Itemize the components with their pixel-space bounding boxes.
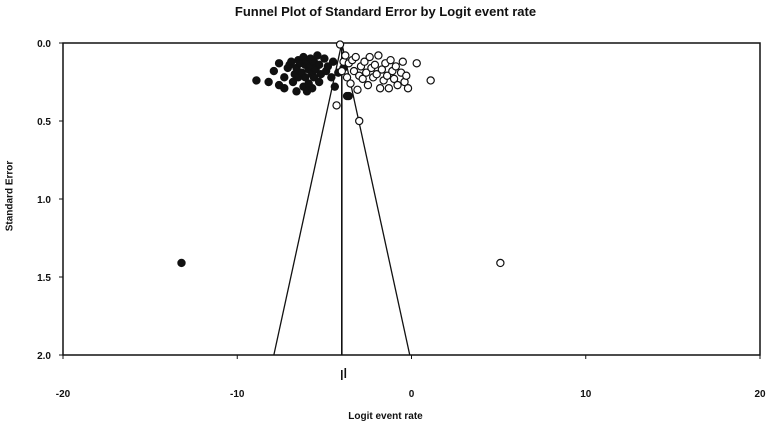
x-tick-label: 10 bbox=[580, 389, 592, 400]
x-tick-label: -10 bbox=[230, 389, 245, 400]
imputed-study-point bbox=[375, 84, 385, 93]
axes: -20 -10 0 10 20 0.0 0.5 1.0 1.5 2.0 bbox=[37, 39, 766, 400]
imputed-study-point bbox=[377, 65, 387, 74]
points bbox=[177, 40, 505, 268]
filled-study-point bbox=[177, 258, 186, 268]
filled-study-point bbox=[307, 84, 317, 93]
filled-study-point bbox=[288, 77, 298, 87]
imputed-study-point bbox=[346, 79, 355, 88]
imputed-study-point bbox=[391, 62, 401, 71]
x-tick-label: 0 bbox=[409, 389, 415, 400]
funnel-right-line bbox=[341, 42, 411, 356]
x-tick-label: -20 bbox=[56, 389, 71, 400]
imputed-study-point bbox=[365, 52, 374, 62]
imputed-study-point bbox=[353, 85, 362, 95]
imputed-study-point bbox=[382, 71, 392, 80]
filled-study-point bbox=[301, 73, 310, 82]
funnel bbox=[273, 42, 411, 380]
filled-study-point bbox=[320, 54, 329, 63]
imputed-study-point bbox=[370, 60, 380, 70]
y-tick-label: 1.0 bbox=[37, 195, 51, 206]
imputed-study-point bbox=[384, 84, 394, 93]
imputed-study-point bbox=[335, 40, 345, 49]
imputed-study-point bbox=[386, 55, 395, 65]
imputed-study-point bbox=[389, 74, 399, 84]
filled-study-point bbox=[327, 73, 336, 82]
filled-study-point bbox=[269, 66, 279, 76]
filled-study-point bbox=[264, 77, 273, 87]
filled-study-point bbox=[323, 62, 333, 71]
imputed-study-point bbox=[349, 66, 359, 76]
filled-study-point bbox=[292, 87, 301, 96]
imputed-study-point bbox=[393, 80, 402, 90]
imputed-study-point bbox=[372, 69, 381, 79]
filled-study-point bbox=[313, 51, 322, 60]
imputed-study-point bbox=[351, 52, 360, 62]
imputed-study-point bbox=[355, 116, 364, 126]
filled-study-point bbox=[287, 57, 296, 66]
x-axis-label: Logit event rate bbox=[348, 411, 423, 422]
filled-study-point bbox=[280, 73, 289, 82]
y-tick-label: 0.0 bbox=[37, 39, 51, 50]
imputed-study-point bbox=[412, 59, 421, 68]
imputed-study-point bbox=[403, 84, 413, 93]
imputed-study-point bbox=[361, 68, 371, 77]
y-tick-label: 2.0 bbox=[37, 351, 51, 362]
y-tick-label: 1.5 bbox=[37, 273, 51, 284]
y-tick-label: 0.5 bbox=[37, 117, 51, 128]
imputed-study-point bbox=[426, 76, 435, 85]
imputed-study-point bbox=[398, 57, 407, 66]
filled-study-point bbox=[314, 60, 324, 70]
funnel-left-line bbox=[273, 42, 343, 356]
imputed-study-point bbox=[496, 258, 505, 268]
filled-study-point bbox=[280, 84, 289, 93]
imputed-study-point bbox=[342, 73, 352, 82]
imputed-study-point bbox=[341, 51, 350, 60]
filled-study-point bbox=[274, 59, 284, 68]
imputed-study-point bbox=[337, 66, 346, 76]
filled-study-point bbox=[328, 57, 338, 66]
imputed-study-point bbox=[358, 74, 367, 84]
filled-study-point bbox=[330, 82, 340, 91]
filled-study-point bbox=[314, 77, 324, 87]
imputed-study-point bbox=[360, 57, 369, 66]
imputed-study-point bbox=[374, 51, 383, 60]
x-tick-label: 20 bbox=[754, 389, 766, 400]
imputed-study-point bbox=[402, 71, 411, 80]
imputed-study-point bbox=[363, 80, 373, 90]
filled-study-point bbox=[252, 76, 261, 85]
filled-study-point bbox=[344, 91, 353, 101]
filled-study-point bbox=[309, 73, 319, 82]
chart-title: Funnel Plot of Standard Error by Logit e… bbox=[234, 4, 537, 19]
imputed-study-point bbox=[332, 101, 341, 110]
